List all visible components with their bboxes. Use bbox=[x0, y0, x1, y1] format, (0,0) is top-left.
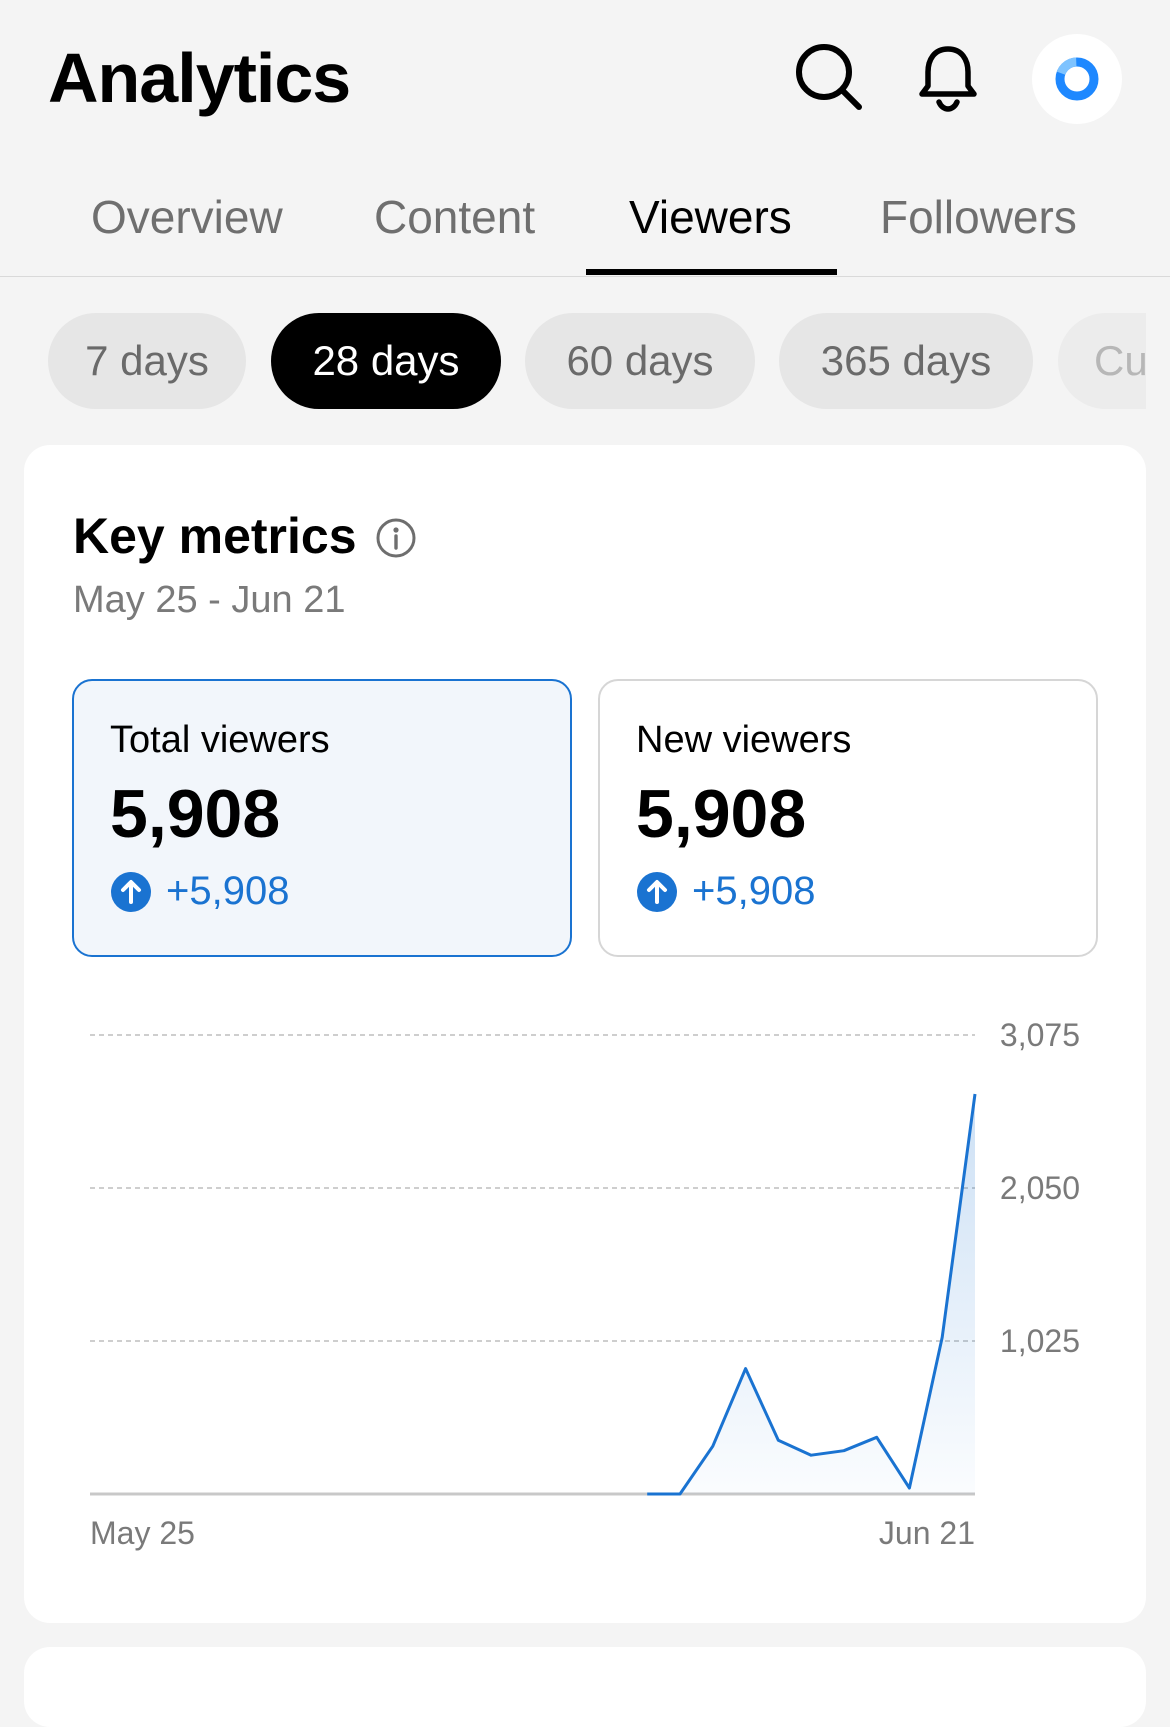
period-chip-365-days[interactable]: 365 days bbox=[779, 313, 1033, 409]
avatar-logo-icon bbox=[1053, 55, 1101, 103]
period-chip-custom[interactable]: Cu bbox=[1058, 313, 1146, 409]
next-card bbox=[24, 1647, 1146, 1727]
period-chip-7-days[interactable]: 7 days bbox=[48, 313, 246, 409]
analytics-tabs: Overview Content Viewers Followers bbox=[0, 160, 1170, 277]
tab-content[interactable]: Content bbox=[374, 190, 535, 244]
y-tick-label: 2,050 bbox=[1000, 1170, 1080, 1206]
y-tick-label: 1,025 bbox=[1000, 1323, 1080, 1359]
period-filter: 7 days 28 days 60 days 365 days Cu bbox=[0, 313, 1146, 409]
period-chip-60-days[interactable]: 60 days bbox=[525, 313, 755, 409]
tab-viewers[interactable]: Viewers bbox=[629, 190, 792, 244]
series-area bbox=[647, 1094, 975, 1494]
y-tick-label: 3,075 bbox=[1000, 1017, 1080, 1053]
search-icon[interactable] bbox=[792, 40, 864, 112]
period-chip-28-days[interactable]: 28 days bbox=[271, 313, 501, 409]
active-tab-indicator bbox=[586, 269, 837, 275]
app-header: Analytics bbox=[0, 0, 1170, 160]
page-title: Analytics bbox=[48, 38, 350, 118]
bell-icon[interactable] bbox=[912, 40, 984, 112]
avatar[interactable] bbox=[1032, 34, 1122, 124]
tab-overview[interactable]: Overview bbox=[91, 190, 283, 244]
tab-followers[interactable]: Followers bbox=[880, 190, 1077, 244]
key-metrics-card: Key metrics May 25 - Jun 21 Total viewer… bbox=[24, 445, 1146, 1623]
x-tick-label: Jun 21 bbox=[879, 1515, 975, 1551]
x-tick-label: May 25 bbox=[90, 1515, 195, 1551]
viewers-chart: 1,025 2,050 3,075 May 25 Jun 21 bbox=[24, 445, 1146, 1623]
